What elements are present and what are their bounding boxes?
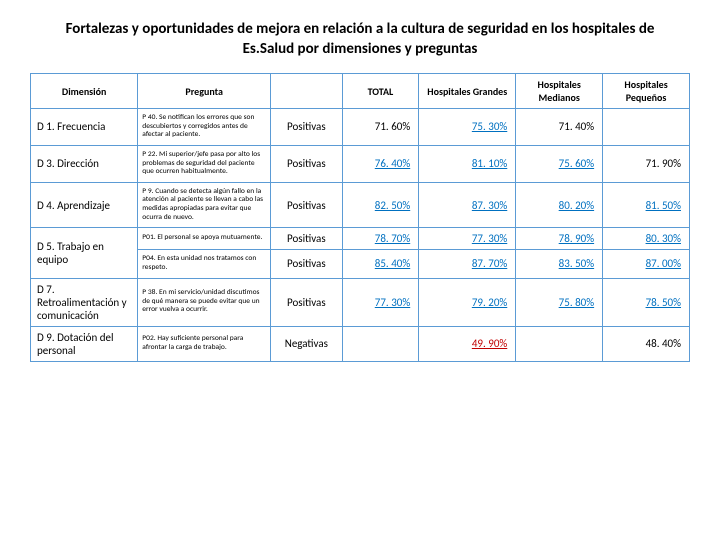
- value-cell: 85. 40%: [342, 250, 419, 278]
- value-cell: 76. 40%: [342, 145, 419, 182]
- type-cell: Positivas: [271, 250, 343, 278]
- value-cell: 48. 40%: [603, 326, 690, 361]
- h-hm: Hospitales Medianos: [516, 74, 603, 109]
- pregunta-cell: P01. El personal se apoya mutuamente.: [138, 228, 271, 250]
- value-cell: 71. 60%: [342, 109, 419, 146]
- dimension-cell: D 5. Trabajo en equipo: [31, 228, 138, 278]
- type-cell: Positivas: [271, 182, 343, 228]
- value-cell: [603, 109, 690, 146]
- table-row: D 5. Trabajo en equipoP01. El personal s…: [31, 228, 690, 250]
- value-cell: 81. 50%: [603, 182, 690, 228]
- table-row: D 3. DirecciónP 22. Mi superior/jefe pas…: [31, 145, 690, 182]
- value-cell: 77. 30%: [342, 278, 419, 326]
- pregunta-cell: P 22. Mi superior/jefe pasa por alto los…: [138, 145, 271, 182]
- value-cell: 78. 50%: [603, 278, 690, 326]
- value-cell: 71. 90%: [603, 145, 690, 182]
- value-cell: 49. 90%: [419, 326, 516, 361]
- value-cell: [342, 326, 419, 361]
- value-cell: 71. 40%: [516, 109, 603, 146]
- value-cell: 78. 70%: [342, 228, 419, 250]
- type-cell: Positivas: [271, 228, 343, 250]
- header-row: Dimensión Pregunta TOTAL Hospitales Gran…: [31, 74, 690, 109]
- h-hp: Hospitales Pequeños: [603, 74, 690, 109]
- value-cell: 78. 90%: [516, 228, 603, 250]
- value-cell: 75. 30%: [419, 109, 516, 146]
- value-cell: 75. 80%: [516, 278, 603, 326]
- table-row: D 4. AprendizajeP 9. Cuando se detecta a…: [31, 182, 690, 228]
- value-cell: 81. 10%: [419, 145, 516, 182]
- h-pregunta: Pregunta: [138, 74, 271, 109]
- type-cell: Positivas: [271, 145, 343, 182]
- h-dimension: Dimensión: [31, 74, 138, 109]
- value-cell: 87. 30%: [419, 182, 516, 228]
- pregunta-cell: P 38. En mi servicio/unidad discutimos d…: [138, 278, 271, 326]
- table-row: D 7. Retroalimentación y comunicaciónP 3…: [31, 278, 690, 326]
- h-total: TOTAL: [342, 74, 419, 109]
- value-cell: [516, 326, 603, 361]
- value-cell: 77. 30%: [419, 228, 516, 250]
- dimension-cell: D 9. Dotación del personal: [31, 326, 138, 361]
- dimension-cell: D 3. Dirección: [31, 145, 138, 182]
- value-cell: 75. 60%: [516, 145, 603, 182]
- value-cell: 79. 20%: [419, 278, 516, 326]
- pregunta-cell: P04. En esta unidad nos tratamos con res…: [138, 250, 271, 278]
- table-row: D 1. FrecuenciaP 40. Se notifican los er…: [31, 109, 690, 146]
- pregunta-cell: P 40. Se notifican los errores que son d…: [138, 109, 271, 146]
- h-hg: Hospitales Grandes: [419, 74, 516, 109]
- value-cell: 80. 20%: [516, 182, 603, 228]
- dimension-cell: D 1. Frecuencia: [31, 109, 138, 146]
- pregunta-cell: P 9. Cuando se detecta algún fallo en la…: [138, 182, 271, 228]
- value-cell: 87. 00%: [603, 250, 690, 278]
- value-cell: 82. 50%: [342, 182, 419, 228]
- dimension-cell: D 4. Aprendizaje: [31, 182, 138, 228]
- value-cell: 80. 30%: [603, 228, 690, 250]
- table-row: D 9. Dotación del personalP02. Hay sufic…: [31, 326, 690, 361]
- value-cell: 87. 70%: [419, 250, 516, 278]
- data-table: Dimensión Pregunta TOTAL Hospitales Gran…: [30, 73, 690, 362]
- type-cell: Positivas: [271, 278, 343, 326]
- value-cell: 83. 50%: [516, 250, 603, 278]
- h-blank: [271, 74, 343, 109]
- dimension-cell: D 7. Retroalimentación y comunicación: [31, 278, 138, 326]
- type-cell: Positivas: [271, 109, 343, 146]
- page-title: Fortalezas y oportunidades de mejora en …: [30, 20, 690, 59]
- pregunta-cell: P02. Hay suficiente personal para afront…: [138, 326, 271, 361]
- type-cell: Negativas: [271, 326, 343, 361]
